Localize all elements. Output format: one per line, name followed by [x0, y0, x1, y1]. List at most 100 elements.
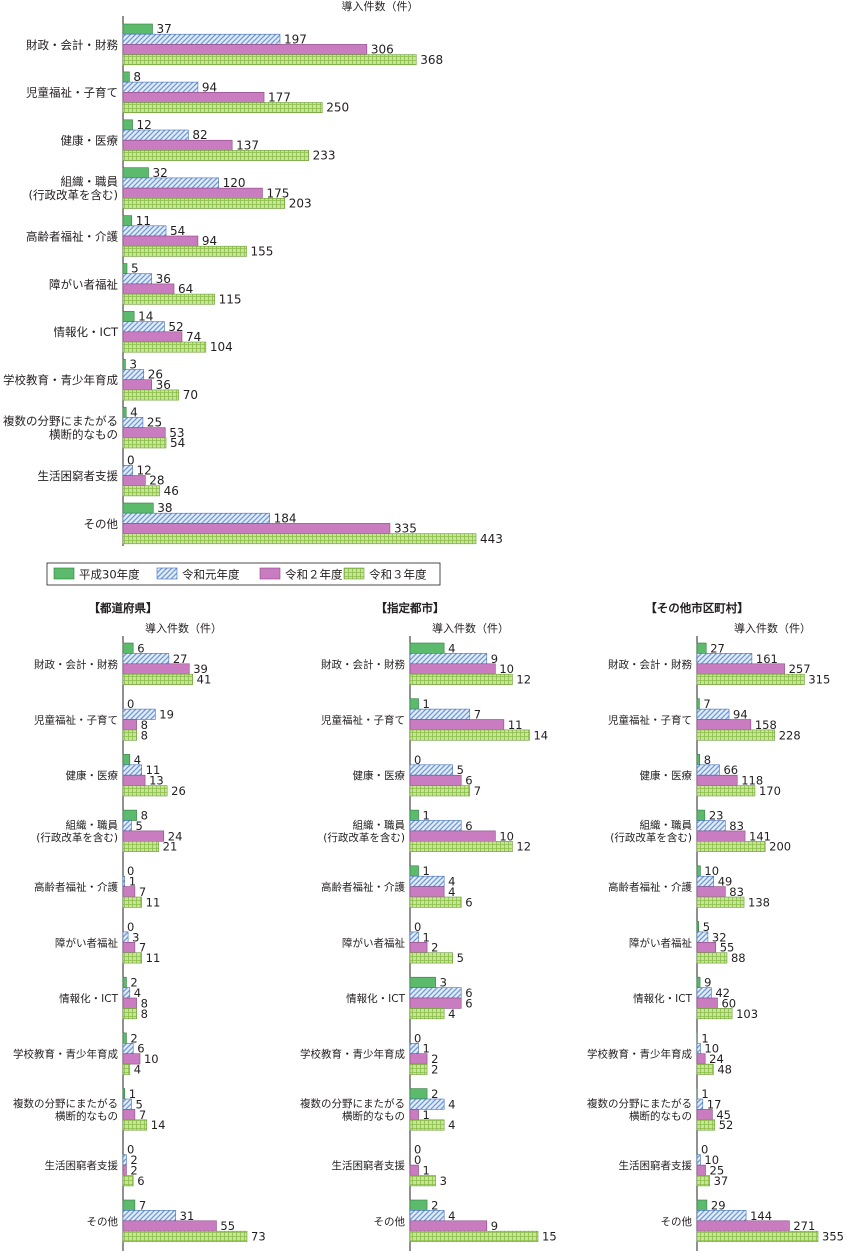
bar	[122, 198, 286, 209]
data-label: 200	[769, 840, 791, 854]
unit-label: 導入件数（件）	[432, 621, 509, 635]
bar	[122, 119, 133, 131]
bar	[122, 71, 130, 83]
bar	[409, 1199, 428, 1211]
legend-swatch	[343, 567, 365, 580]
data-label: 8	[704, 753, 711, 767]
category-label: 生活困窮者支援	[45, 1159, 119, 1172]
category-label: 横断的なもの	[629, 1110, 692, 1123]
bar	[122, 896, 142, 908]
data-label: 104	[210, 340, 233, 354]
data-label: 4	[134, 753, 141, 767]
category-label: その他	[87, 1215, 119, 1228]
bar	[122, 102, 323, 113]
category-label: (行政改革を含む)	[323, 831, 405, 844]
bar	[122, 523, 391, 534]
bar	[696, 698, 700, 710]
category-label: (行政改革を含む)	[29, 188, 118, 202]
bar	[696, 865, 701, 877]
data-label: 17	[707, 1097, 722, 1111]
data-label: 0	[127, 697, 134, 711]
category-label: その他	[661, 1215, 693, 1228]
bar	[409, 875, 445, 887]
data-label: 228	[779, 728, 801, 742]
bar	[696, 809, 706, 821]
data-label: 4	[134, 986, 141, 1000]
bar	[122, 341, 207, 353]
data-label: 48	[717, 1063, 732, 1077]
data-label: 6	[465, 996, 472, 1010]
category-label: その他	[374, 1215, 406, 1228]
bar	[122, 427, 166, 439]
data-label: 6	[137, 1174, 144, 1188]
bar	[122, 533, 477, 545]
bar	[696, 1119, 716, 1131]
data-label: 4	[448, 885, 455, 899]
data-label: 6	[465, 986, 472, 1000]
legend-label: 平成30年度	[79, 568, 140, 582]
data-label: 0	[127, 864, 134, 878]
bar	[122, 139, 233, 151]
data-label: 31	[180, 1209, 195, 1223]
data-label: 23	[709, 809, 724, 823]
data-label: 7	[474, 784, 481, 798]
bar	[122, 886, 136, 898]
data-label: 1	[701, 1031, 708, 1045]
data-label: 8	[141, 718, 148, 732]
data-label: 6	[465, 895, 472, 909]
data-label: 10	[704, 1042, 719, 1056]
bar	[409, 896, 462, 908]
data-label: 2	[431, 941, 438, 955]
bar	[122, 245, 247, 257]
data-label: 1	[423, 864, 430, 878]
bar	[696, 1043, 701, 1055]
bar	[122, 379, 152, 391]
category-label: 複数の分野にまたがる	[587, 1097, 692, 1110]
chart-other-municipalities: 【その他市区町村】導入件数（件）財政・会計・財務27161257315児童福祉・…	[587, 601, 844, 1251]
bar	[122, 187, 263, 199]
chart-prefectures: 【都道府県】導入件数（件）財政・会計・財務6273941児童福祉・子育て0198…	[13, 601, 266, 1251]
data-label: 29	[711, 1198, 726, 1212]
bar	[122, 997, 137, 1009]
bar	[122, 764, 142, 776]
data-label: 64	[178, 282, 193, 296]
data-label: 137	[236, 138, 259, 152]
bar	[409, 774, 462, 786]
bar	[696, 1154, 701, 1166]
data-label: 118	[741, 774, 763, 788]
category-label: 複数の分野にまたがる	[300, 1097, 405, 1110]
bar	[122, 273, 152, 285]
data-label: 7	[139, 1198, 146, 1212]
data-label: 12	[516, 673, 531, 687]
legend: 平成30年度 令和元年度 令和２年度 令和３年度	[46, 562, 441, 586]
data-label: 19	[159, 708, 174, 722]
data-label: 7	[139, 885, 146, 899]
data-label: 5	[457, 763, 464, 777]
chart-all-municipalities: 導入件数（件） 財政・会計・財務 37 197 306 368 児童福祉・子育て 8 94 177…	[3, 0, 503, 546]
data-label: 184	[274, 511, 297, 525]
data-label: 7	[139, 1108, 146, 1122]
bar	[696, 663, 785, 675]
data-label: 4	[130, 405, 138, 419]
bar	[122, 642, 134, 654]
data-label: 1	[701, 1087, 708, 1101]
data-label: 6	[137, 1042, 144, 1056]
data-label: 5	[131, 262, 139, 276]
category-label: 児童福祉・子育て	[608, 713, 692, 726]
data-label: 0	[414, 753, 421, 767]
category-label: 生活困窮者支援	[38, 469, 119, 483]
category-label: 組織・職員	[640, 819, 693, 832]
data-label: 54	[170, 436, 185, 450]
category-label: 健康・医療	[640, 769, 693, 782]
chart-title: 【都道府県】	[89, 601, 158, 615]
bar	[122, 129, 189, 141]
bar	[122, 502, 154, 514]
bar	[696, 1008, 733, 1020]
bar	[409, 719, 505, 731]
data-label: 12	[137, 464, 152, 478]
data-label: 1	[423, 809, 430, 823]
category-label: 学校教育・青少年育成	[300, 1048, 405, 1061]
category-label: 学校教育・青少年育成	[3, 373, 118, 387]
category-label: 組織・職員	[66, 819, 119, 832]
data-label: 271	[793, 1219, 815, 1233]
